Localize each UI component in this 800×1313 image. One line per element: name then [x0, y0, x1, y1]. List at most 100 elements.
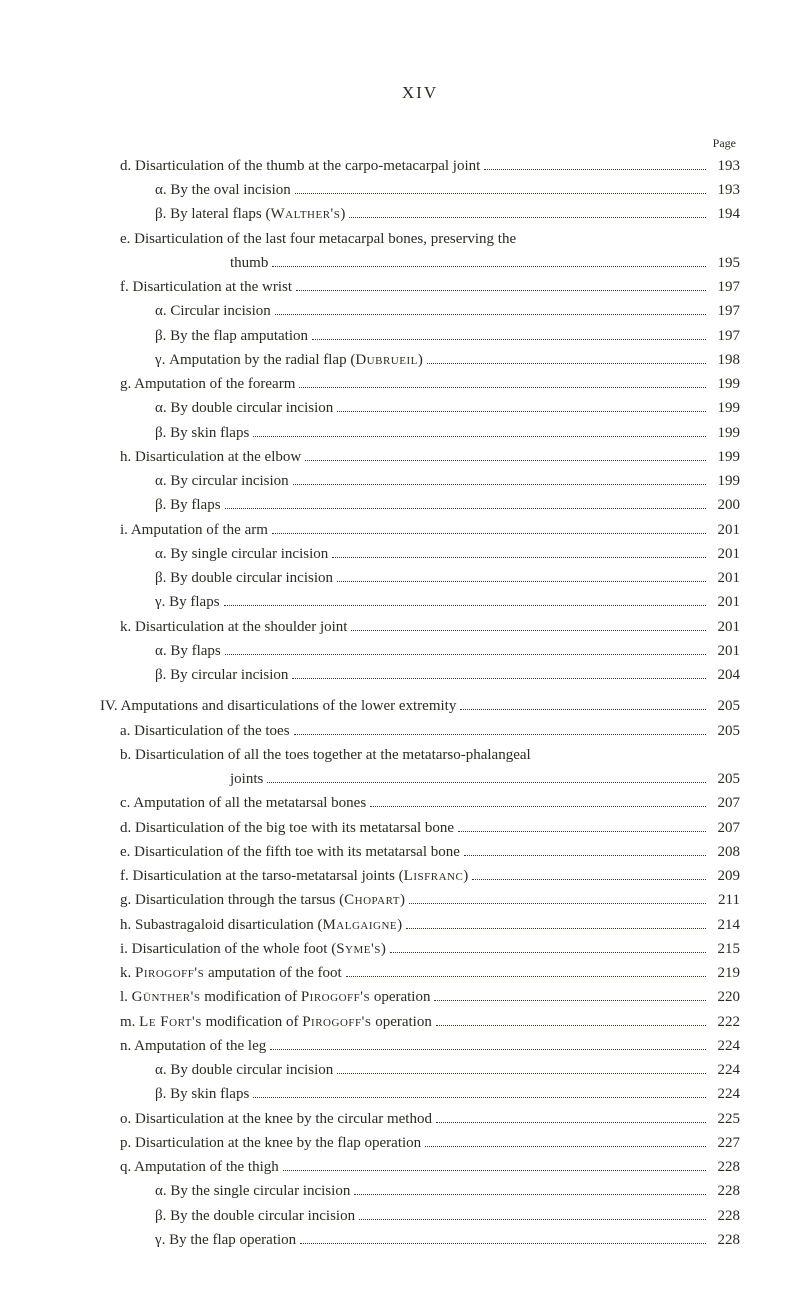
toc-entry: α. By single circular incision201 [100, 543, 740, 566]
toc-leader-dots [267, 782, 706, 783]
toc-entry: β. By circular incision204 [100, 664, 740, 687]
toc-entry-page: 215 [710, 938, 740, 961]
toc-entry-label: α. By flaps [155, 640, 221, 663]
toc-leader-dots [312, 339, 706, 340]
toc-leader-dots [346, 976, 706, 977]
toc-entry-label: β. By lateral flaps (Walther's) [155, 203, 345, 226]
toc-entry: k. Disarticulation at the shoulder joint… [100, 616, 740, 639]
toc-entry: a. Disarticulation of the toes 205 [100, 720, 740, 743]
toc-leader-dots [349, 217, 706, 218]
toc-entry-page: 228 [710, 1229, 740, 1252]
toc-entry: g. Amputation of the forearm199 [100, 373, 740, 396]
toc-entry-page: 194 [710, 203, 740, 226]
toc-entry: i. Amputation of the arm 201 [100, 519, 740, 542]
toc-entry: β. By double circular incision201 [100, 567, 740, 590]
toc-entry: α. By the oval incision193 [100, 179, 740, 202]
toc-entry: thumb 195 [100, 252, 740, 275]
toc-leader-dots [436, 1122, 706, 1123]
toc-entry: α. By circular incision199 [100, 470, 740, 493]
toc-entry-page: 201 [710, 519, 740, 542]
toc-leader-dots [292, 678, 706, 679]
toc-entry-label: thumb [230, 252, 268, 275]
toc-entry: α. Circular incision 197 [100, 300, 740, 323]
toc-entry: n. Amputation of the leg224 [100, 1035, 740, 1058]
toc-entry-label: l. Günther's modification of Pirogoff's … [120, 986, 430, 1009]
toc-entry: f. Disarticulation at the tarso-metatars… [100, 865, 740, 888]
toc-entry-label: i. Amputation of the arm [120, 519, 268, 542]
toc-entry-label: k. Disarticulation at the shoulder joint [120, 616, 347, 639]
toc-entry-label: β. By circular incision [155, 664, 288, 687]
toc-entry: IV. Amputations and disarticulations of … [100, 695, 740, 718]
toc-entry-page: 195 [710, 252, 740, 275]
toc-entry: p. Disarticulation at the knee by the fl… [100, 1132, 740, 1155]
toc-entry-page: 224 [710, 1083, 740, 1106]
toc-entry-label: α. By the single circular incision [155, 1180, 350, 1203]
toc-leader-dots [224, 605, 706, 606]
toc-entry: β. By flaps200 [100, 494, 740, 517]
toc-leader-dots [484, 169, 706, 170]
toc-leader-dots [253, 1097, 706, 1098]
toc-leader-dots [337, 411, 706, 412]
toc-entry-label: a. Disarticulation of the toes [120, 720, 290, 743]
toc-entry-label: b. Disarticulation of all the toes toget… [120, 744, 531, 767]
toc-entry-page: 197 [710, 300, 740, 323]
toc-entry: α. By the single circular incision228 [100, 1180, 740, 1203]
toc-entry-label: i. Disarticulation of the whole foot (Sy… [120, 938, 386, 961]
toc-entry-label: g. Amputation of the forearm [120, 373, 295, 396]
toc-leader-dots [272, 266, 706, 267]
toc-leader-dots [337, 1073, 706, 1074]
toc-entry-label: β. By skin flaps [155, 1083, 249, 1106]
toc-entry-label: γ. By flaps [155, 591, 220, 614]
toc-entry: γ. By the flap operation228 [100, 1229, 740, 1252]
toc-entry-label: n. Amputation of the leg [120, 1035, 266, 1058]
toc-entry: β. By skin flaps199 [100, 422, 740, 445]
toc-entry: d. Disarticulation of the thumb at the c… [100, 155, 740, 178]
toc-entry-page: 199 [710, 446, 740, 469]
toc-leader-dots [409, 903, 706, 904]
toc-entry-page: 205 [710, 720, 740, 743]
toc-entry-label: α. By circular incision [155, 470, 289, 493]
toc-entry-page: 201 [710, 567, 740, 590]
toc-entry-page: 198 [710, 349, 740, 372]
toc-leader-dots [296, 290, 706, 291]
toc-entry: d. Disarticulation of the big toe with i… [100, 817, 740, 840]
toc-entry-page: 228 [710, 1205, 740, 1228]
toc-entry-page: 205 [710, 695, 740, 718]
toc-entry-label: f. Disarticulation at the tarso-metatars… [120, 865, 468, 888]
toc-leader-dots [300, 1243, 706, 1244]
toc-entry-page: 201 [710, 640, 740, 663]
toc-entry: β. By lateral flaps (Walther's) 194 [100, 203, 740, 226]
toc-entry: f. Disarticulation at the wrist197 [100, 276, 740, 299]
toc-entry-label: h. Subastragaloid disarticulation (Malga… [120, 914, 402, 937]
toc-entry-label: α. Circular incision [155, 300, 271, 323]
toc-entry-label: g. Disarticulation through the tarsus (C… [120, 889, 405, 912]
toc-entry-label: c. Amputation of all the metatarsal bone… [120, 792, 366, 815]
toc-leader-dots [460, 709, 706, 710]
toc-leader-dots [425, 1146, 706, 1147]
toc-leader-dots [294, 734, 706, 735]
toc-leader-dots [293, 484, 706, 485]
toc-entry-page: 201 [710, 543, 740, 566]
toc-leader-dots [370, 806, 706, 807]
toc-entry-label: IV. Amputations and disarticulations of … [100, 695, 456, 718]
toc-entry: e. Disarticulation of the fifth toe with… [100, 841, 740, 864]
toc-leader-dots [427, 363, 706, 364]
toc-entry: joints205 [100, 768, 740, 791]
toc-entry-page: 201 [710, 591, 740, 614]
toc-entry-label: α. By double circular incision [155, 1059, 333, 1082]
toc-entry-page: 199 [710, 422, 740, 445]
toc-leader-dots [225, 654, 706, 655]
toc-entry: α. By double circular incision224 [100, 1059, 740, 1082]
toc-leader-dots [272, 533, 706, 534]
toc-entry: c. Amputation of all the metatarsal bone… [100, 792, 740, 815]
toc-leader-dots [472, 879, 706, 880]
toc-entry-label: e. Disarticulation of the last four meta… [120, 228, 516, 251]
toc-leader-dots [275, 314, 706, 315]
toc-leader-dots [464, 855, 706, 856]
toc-entry-label: o. Disarticulation at the knee by the ci… [120, 1108, 432, 1131]
toc-entry: l. Günther's modification of Pirogoff's … [100, 986, 740, 1009]
toc-entry: α. By flaps 201 [100, 640, 740, 663]
toc-entry-label: e. Disarticulation of the fifth toe with… [120, 841, 460, 864]
toc-entry-label: k. Pirogoff's amputation of the foot [120, 962, 342, 985]
toc-entry-page: 197 [710, 276, 740, 299]
